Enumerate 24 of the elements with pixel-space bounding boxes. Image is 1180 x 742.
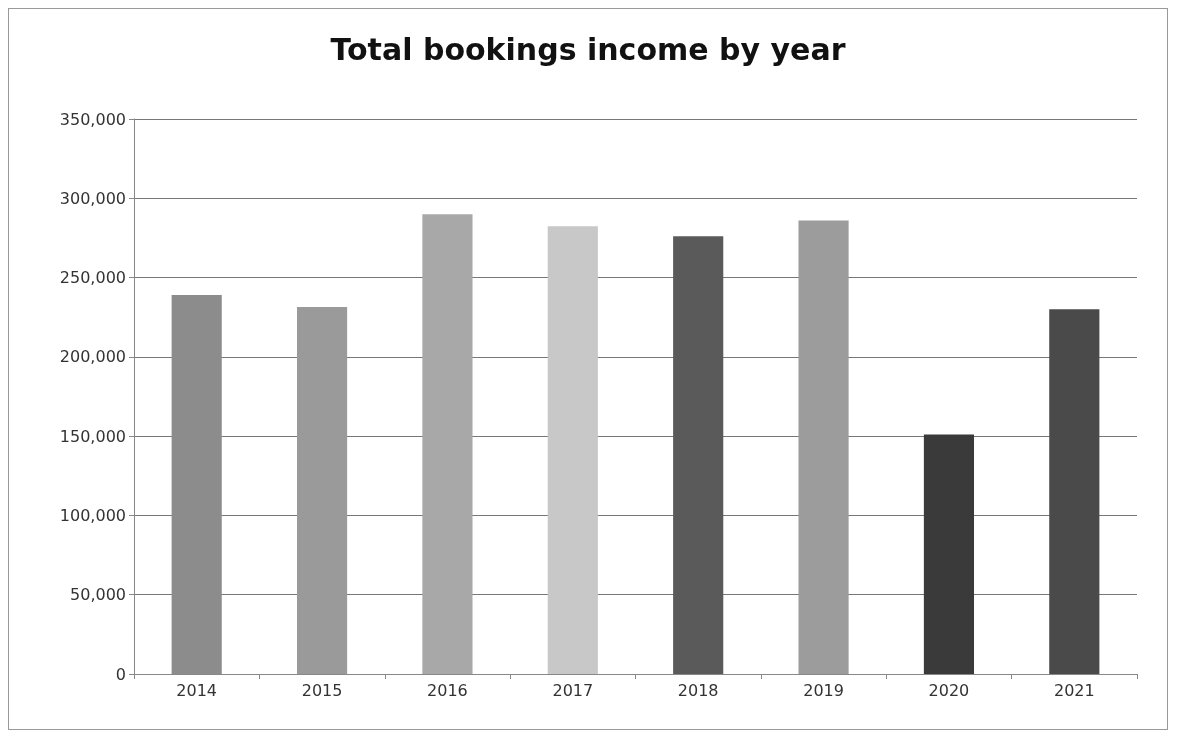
y-tick-label: 0 [115, 664, 126, 684]
bar [296, 306, 348, 674]
x-tick-label: 2021 [1053, 680, 1095, 700]
x-tick-label: 2016 [427, 680, 468, 700]
chart-title: Total bookings income by year [330, 31, 846, 67]
y-tick-label: 200,000 [59, 347, 126, 367]
bar [673, 236, 724, 674]
bar [1049, 309, 1100, 674]
y-tick-label: 50,000 [70, 585, 126, 605]
x-tick-label: 2017 [552, 680, 594, 700]
bar [422, 214, 473, 674]
y-tick-label: 350,000 [59, 109, 126, 129]
y-tick-label: 300,000 [59, 188, 126, 208]
bar [923, 434, 975, 674]
x-tick-label: 2014 [176, 680, 218, 700]
bar [798, 220, 849, 674]
x-tick-label: 2020 [928, 680, 970, 700]
x-tick-label: 2018 [677, 680, 719, 700]
x-tick-label: 2019 [803, 680, 844, 700]
bar [547, 226, 598, 674]
y-tick-label: 150,000 [59, 426, 126, 446]
x-tick-label: 2015 [301, 680, 343, 700]
y-tick-label: 250,000 [59, 268, 126, 288]
y-tick-label: 100,000 [59, 505, 126, 525]
